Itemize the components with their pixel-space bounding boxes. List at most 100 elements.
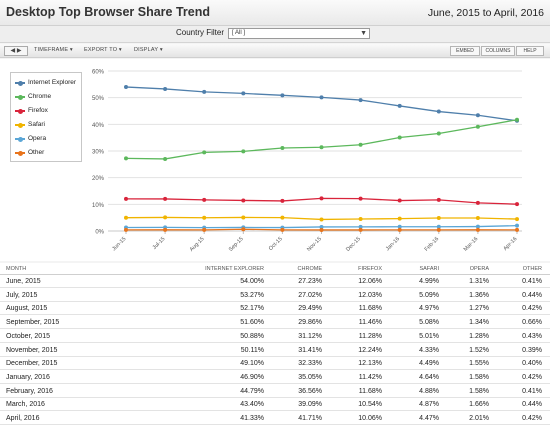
value-cell: 43.40% bbox=[240, 401, 264, 409]
data-point-safari bbox=[436, 215, 441, 220]
value-cell: 0.42% bbox=[522, 415, 542, 422]
x-tick-label: Nov-15 bbox=[306, 236, 323, 253]
value-cell: 1.52% bbox=[469, 346, 489, 354]
data-point-opera bbox=[319, 224, 324, 229]
value-cell: 29.49% bbox=[298, 305, 322, 313]
y-tick-label: 20% bbox=[92, 176, 105, 182]
value-cell: 32.33% bbox=[298, 360, 322, 368]
value-cell: 1.58% bbox=[469, 387, 489, 395]
legend-swatch bbox=[15, 120, 25, 130]
x-tick-label: Jun-15 bbox=[111, 236, 127, 252]
data-point-firefox bbox=[241, 198, 246, 203]
data-point-safari bbox=[163, 215, 168, 220]
legend-swatch bbox=[15, 78, 25, 88]
data-point-firefox bbox=[397, 198, 402, 203]
value-cell: 5.09% bbox=[419, 291, 439, 299]
value-cell: 0.66% bbox=[522, 319, 542, 327]
legend-item[interactable]: Opera bbox=[15, 134, 46, 144]
legend-item[interactable]: Firefox bbox=[15, 106, 48, 116]
y-tick-label: 50% bbox=[92, 96, 105, 102]
export-menu[interactable]: EXPORT TO ▾ bbox=[84, 47, 122, 53]
value-cell: 1.28% bbox=[469, 332, 489, 340]
legend-item[interactable]: Chrome bbox=[15, 92, 51, 102]
columns-button[interactable]: COLUMNS bbox=[481, 46, 515, 56]
data-point-other bbox=[202, 227, 207, 232]
value-cell: 0.44% bbox=[522, 401, 542, 409]
month-cell: February, 2016 bbox=[6, 387, 53, 395]
data-point-chrome bbox=[280, 146, 285, 151]
embed-button[interactable]: EMBED bbox=[450, 46, 480, 56]
column-header[interactable]: OPERA bbox=[469, 266, 489, 272]
value-cell: 12.03% bbox=[358, 291, 382, 299]
table-row: July, 2015 53.27% 27.02% 12.03% 5.09% 1.36% 0.… bbox=[0, 290, 550, 302]
legend-item[interactable]: Other bbox=[15, 148, 44, 158]
table-row: June, 2015 54.00% 27.23% 12.06% 4.99% 1.31% 0.… bbox=[0, 276, 550, 288]
month-cell: September, 2015 bbox=[6, 319, 60, 327]
column-header[interactable]: INTERNET EXPLORER bbox=[205, 266, 264, 272]
value-cell: 0.41% bbox=[522, 387, 542, 395]
country-filter-select[interactable]: [ All ] ▼ bbox=[228, 28, 370, 39]
nav-arrows-button[interactable]: ◀ ▶ bbox=[4, 46, 28, 56]
value-cell: 29.86% bbox=[298, 319, 322, 327]
value-cell: 4.88% bbox=[419, 387, 439, 395]
data-point-firefox bbox=[319, 196, 324, 201]
data-point-other bbox=[358, 227, 363, 232]
column-header[interactable]: CHROME bbox=[297, 266, 322, 272]
data-point-chrome bbox=[358, 142, 363, 147]
data-point-firefox bbox=[280, 198, 285, 203]
y-tick-label: 40% bbox=[92, 123, 105, 129]
value-cell: 4.33% bbox=[419, 346, 439, 354]
column-header[interactable]: MONTH bbox=[6, 266, 27, 272]
value-cell: 1.58% bbox=[469, 373, 489, 381]
value-cell: 27.02% bbox=[298, 291, 322, 299]
value-cell: 11.68% bbox=[358, 305, 382, 313]
value-cell: 49.10% bbox=[240, 360, 264, 368]
value-cell: 4.49% bbox=[419, 360, 439, 368]
data-point-chrome bbox=[163, 156, 168, 161]
column-header[interactable]: OTHER bbox=[522, 266, 542, 272]
data-point-opera bbox=[475, 224, 480, 229]
value-cell: 1.36% bbox=[469, 291, 489, 299]
value-cell: 51.60% bbox=[240, 319, 264, 327]
value-cell: 12.13% bbox=[358, 360, 382, 368]
legend-swatch bbox=[15, 148, 25, 158]
help-button[interactable]: HELP bbox=[516, 46, 544, 56]
value-cell: 46.90% bbox=[240, 373, 264, 381]
legend-label: Opera bbox=[28, 135, 47, 142]
legend-item[interactable]: Internet Explorer bbox=[15, 78, 76, 88]
column-header[interactable]: FIREFOX bbox=[358, 266, 382, 272]
x-tick-label: Jan-16 bbox=[385, 236, 401, 252]
value-cell: 50.11% bbox=[240, 346, 264, 354]
x-tick-label: Mar-16 bbox=[463, 236, 480, 253]
value-cell: 11.46% bbox=[358, 319, 382, 327]
data-point-other bbox=[436, 227, 441, 232]
data-point-firefox bbox=[515, 202, 519, 207]
value-cell: 10.06% bbox=[358, 415, 382, 422]
data-point-internet-explorer bbox=[475, 113, 480, 118]
display-menu[interactable]: DISPLAY ▾ bbox=[134, 47, 163, 53]
table-header-row: MONTH INTERNET EXPLORER CHROME FIREFOX SAFAR… bbox=[0, 263, 550, 275]
x-tick-label: Sep-15 bbox=[228, 236, 245, 253]
timeframe-menu[interactable]: TIMEFRAME ▾ bbox=[34, 47, 73, 53]
legend-swatch bbox=[15, 134, 25, 144]
x-tick-label: Dec-15 bbox=[345, 236, 362, 253]
data-point-safari bbox=[397, 216, 402, 221]
value-cell: 4.64% bbox=[419, 373, 439, 381]
value-cell: 50.88% bbox=[240, 332, 264, 340]
data-point-chrome bbox=[241, 149, 246, 154]
chevron-down-icon: ▼ bbox=[360, 30, 367, 37]
value-cell: 0.41% bbox=[522, 278, 542, 285]
month-cell: October, 2015 bbox=[6, 332, 50, 340]
legend-item[interactable]: Safari bbox=[15, 120, 45, 130]
column-header[interactable]: SAFARI bbox=[419, 266, 439, 272]
value-cell: 2.01% bbox=[469, 415, 489, 422]
value-cell: 1.55% bbox=[469, 360, 489, 368]
value-cell: 0.40% bbox=[522, 360, 542, 368]
data-point-safari bbox=[124, 215, 128, 220]
chart-area: 60% 50% 40% 30% 20% 10% 0% Jun-15 Jul-15 Aug-15 Se… bbox=[0, 59, 550, 261]
x-tick-label: Oct-15 bbox=[268, 236, 284, 252]
data-point-other bbox=[124, 227, 128, 232]
data-point-chrome bbox=[475, 124, 480, 129]
data-point-chrome bbox=[319, 145, 324, 150]
